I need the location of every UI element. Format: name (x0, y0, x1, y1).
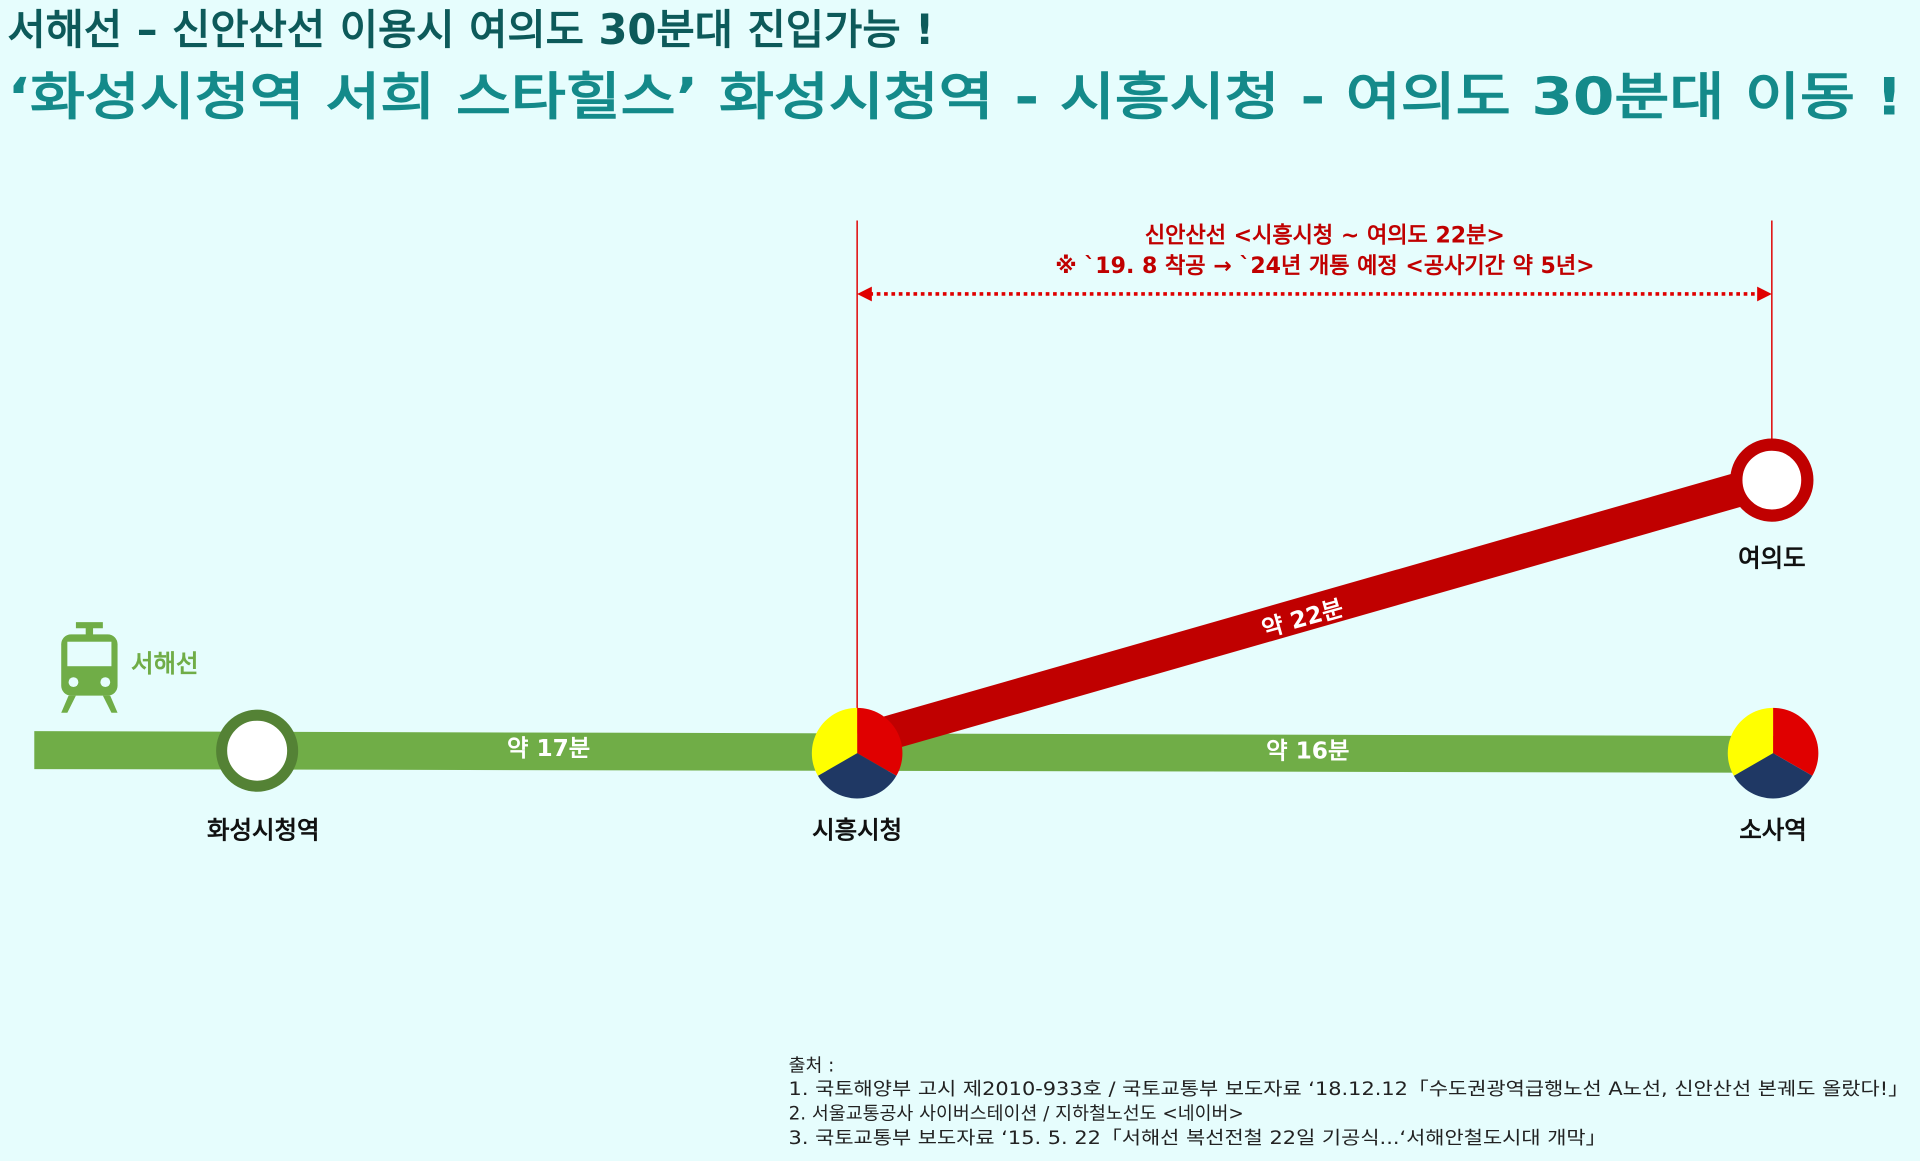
station-label: 소사역 (1739, 816, 1807, 845)
segment-label: 약 17분 (507, 735, 590, 762)
annotation-line-2: ※ `19. 8 착공 → `24년 개통 예정 <공사기간 약 5년> (1055, 253, 1594, 279)
title-line-2: ‘화성시청역 서희 스타힐스’ 화성시청역 - 시흥시청 - 여의도 30분대 … (7, 68, 1903, 128)
title-line-1: 서해선 – 신안산선 이용시 여의도 30분대 진입가능 ! (7, 5, 934, 54)
arrow-head (1757, 286, 1772, 302)
annotation-line-1: 신안산선 <시흥시청 ~ 여의도 22분> (1145, 223, 1505, 248)
red-line (864, 463, 1777, 755)
station-marker (216, 709, 299, 792)
source-item: 2. 서울교통공사 사이버스테이션 / 지하철노선도 <네이버> (789, 1103, 1244, 1124)
train-icon (61, 622, 118, 713)
station-label: 시흥시청 (812, 816, 902, 845)
source-item: 1. 국토해양부 고시 제2010-933호 / 국토교통부 보도자료 ‘18.… (789, 1079, 1909, 1100)
green-line (34, 731, 1776, 773)
transfer-marker (1727, 707, 1819, 799)
segment-label: 약 16분 (1266, 737, 1349, 764)
transfer-marker (811, 707, 903, 799)
station-marker (1730, 438, 1814, 522)
source-item: 3. 국토교통부 보도자료 ‘15. 5. 22「서해선 복선전철 22일 기공… (789, 1128, 1607, 1149)
station-label: 화성시청역 (207, 816, 320, 845)
sources-title: 출처 : (789, 1056, 835, 1077)
arrow-head (857, 286, 872, 302)
station-label: 여의도 (1738, 544, 1806, 573)
line-label: 서해선 (131, 649, 199, 678)
